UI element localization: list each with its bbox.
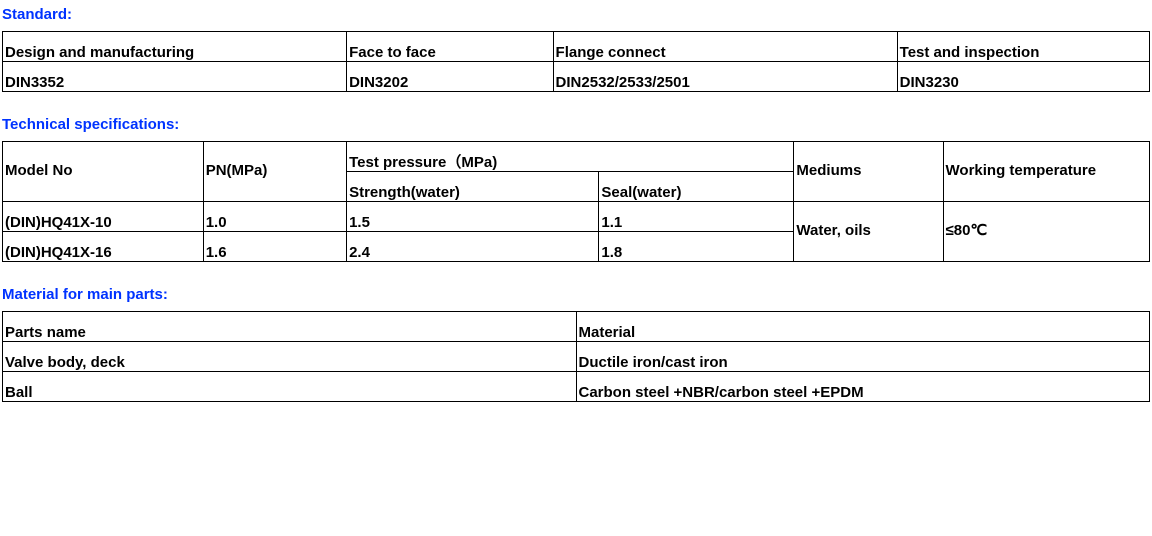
section-title-techspec: Technical specifications: — [0, 110, 1152, 141]
section-title-materials: Material for main parts: — [0, 280, 1152, 311]
cell-worktemp: ≤80℃ — [943, 202, 1149, 262]
cell-seal: 1.1 — [599, 202, 794, 232]
table-row: Valve body, deck Ductile iron/cast iron — [3, 342, 1150, 372]
cell-value: DIN2532/2533/2501 — [553, 62, 897, 92]
cell-partname: Ball — [3, 372, 577, 402]
cell-mediums: Water, oils — [794, 202, 943, 262]
table-standard: Design and manufacturing Face to face Fl… — [2, 31, 1150, 92]
table-row: Design and manufacturing Face to face Fl… — [3, 32, 1150, 62]
cell-header-testpressure: Test pressure（MPa) — [347, 142, 794, 172]
cell-header-seal: Seal(water) — [599, 172, 794, 202]
cell-material: Carbon steel +NBR/carbon steel +EPDM — [576, 372, 1150, 402]
table-techspec: Model No PN(MPa) Test pressure（MPa) Medi… — [2, 141, 1150, 262]
table-materials: Parts name Material Valve body, deck Duc… — [2, 311, 1150, 402]
cell-seal: 1.8 — [599, 232, 794, 262]
cell-strength: 1.5 — [347, 202, 599, 232]
cell-header-model: Model No — [3, 142, 204, 202]
table-row: DIN3352 DIN3202 DIN2532/2533/2501 DIN323… — [3, 62, 1150, 92]
cell-pn: 1.0 — [203, 202, 346, 232]
cell-header: Face to face — [347, 32, 553, 62]
cell-partname: Valve body, deck — [3, 342, 577, 372]
cell-header: Parts name — [3, 312, 577, 342]
cell-header: Test and inspection — [897, 32, 1149, 62]
cell-header-strength: Strength(water) — [347, 172, 599, 202]
cell-header: Flange connect — [553, 32, 897, 62]
cell-header-pn: PN(MPa) — [203, 142, 346, 202]
table-row: Ball Carbon steel +NBR/carbon steel +EPD… — [3, 372, 1150, 402]
section-title-standard: Standard: — [0, 0, 1152, 31]
cell-value: DIN3230 — [897, 62, 1149, 92]
cell-material: Ductile iron/cast iron — [576, 342, 1150, 372]
cell-value: DIN3202 — [347, 62, 553, 92]
cell-model: (DIN)HQ41X-10 — [3, 202, 204, 232]
cell-header-mediums: Mediums — [794, 142, 943, 202]
table-row: Model No PN(MPa) Test pressure（MPa) Medi… — [3, 142, 1150, 172]
cell-header-worktemp: Working temperature — [943, 142, 1149, 202]
cell-model: (DIN)HQ41X-16 — [3, 232, 204, 262]
cell-value: DIN3352 — [3, 62, 347, 92]
table-row: Parts name Material — [3, 312, 1150, 342]
cell-strength: 2.4 — [347, 232, 599, 262]
table-row: (DIN)HQ41X-10 1.0 1.5 1.1 Water, oils ≤8… — [3, 202, 1150, 232]
cell-header: Design and manufacturing — [3, 32, 347, 62]
cell-pn: 1.6 — [203, 232, 346, 262]
cell-header: Material — [576, 312, 1150, 342]
